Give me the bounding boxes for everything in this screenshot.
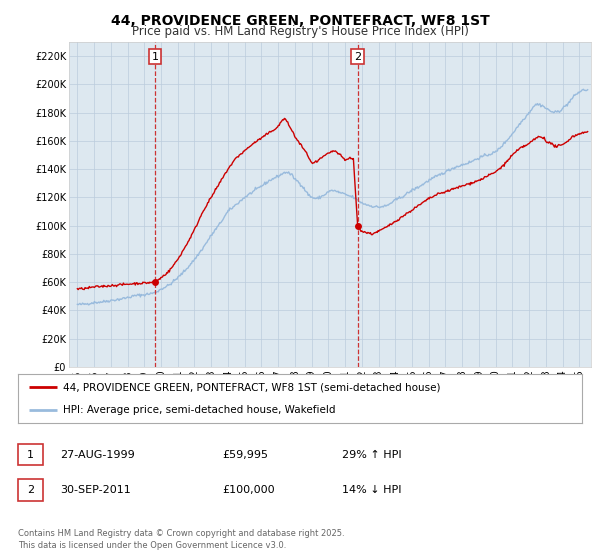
Text: HPI: Average price, semi-detached house, Wakefield: HPI: Average price, semi-detached house,… (63, 405, 335, 415)
Text: 1: 1 (27, 450, 34, 460)
Text: 29% ↑ HPI: 29% ↑ HPI (342, 450, 401, 460)
Text: 2: 2 (354, 52, 361, 62)
Text: 1: 1 (152, 52, 158, 62)
Text: 27-AUG-1999: 27-AUG-1999 (60, 450, 135, 460)
Text: 30-SEP-2011: 30-SEP-2011 (60, 485, 131, 495)
Text: £100,000: £100,000 (222, 485, 275, 495)
Text: £59,995: £59,995 (222, 450, 268, 460)
Text: 2: 2 (27, 485, 34, 495)
Text: Contains HM Land Registry data © Crown copyright and database right 2025.
This d: Contains HM Land Registry data © Crown c… (18, 529, 344, 550)
Text: 44, PROVIDENCE GREEN, PONTEFRACT, WF8 1ST (semi-detached house): 44, PROVIDENCE GREEN, PONTEFRACT, WF8 1S… (63, 382, 440, 393)
Text: 44, PROVIDENCE GREEN, PONTEFRACT, WF8 1ST: 44, PROVIDENCE GREEN, PONTEFRACT, WF8 1S… (110, 14, 490, 28)
Text: 14% ↓ HPI: 14% ↓ HPI (342, 485, 401, 495)
Text: Price paid vs. HM Land Registry's House Price Index (HPI): Price paid vs. HM Land Registry's House … (131, 25, 469, 38)
